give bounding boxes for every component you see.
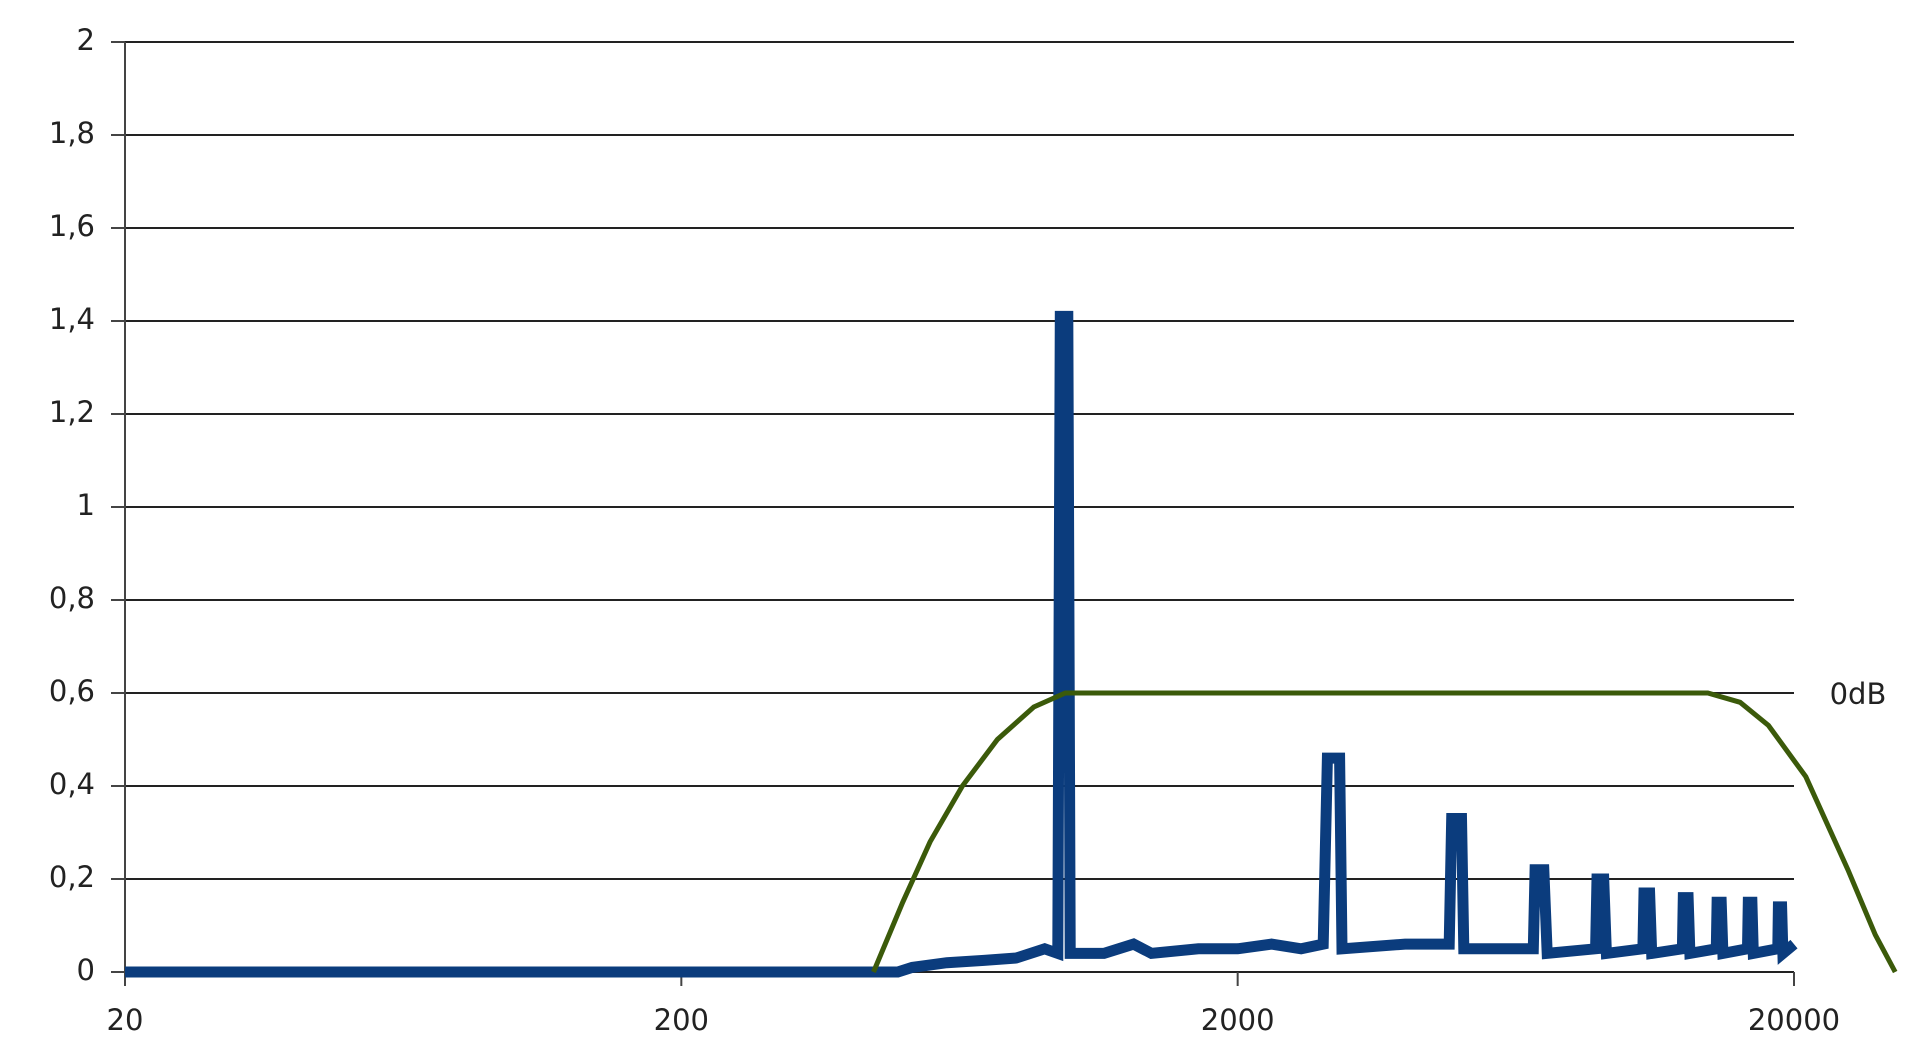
y-tick-label: 0,4	[49, 767, 95, 801]
y-tick-label: 1	[77, 488, 95, 522]
y-tick-label: 1,6	[49, 209, 95, 243]
y-tick-label: 0,6	[49, 674, 95, 708]
y-tick-label: 1,8	[49, 116, 95, 150]
y-tick-label: 1,2	[49, 395, 95, 429]
annotation: 0dB	[1830, 677, 1887, 711]
series-line	[871, 690, 1898, 974]
x-tick-label: 20000	[1748, 1003, 1840, 1037]
y-tick-label: 1,4	[49, 302, 95, 336]
x-tick-label: 2000	[1201, 1003, 1275, 1037]
y-tick-label: 0,8	[49, 581, 95, 615]
x-tick-label: 20	[107, 1003, 144, 1037]
x-tick-label: 200	[654, 1003, 709, 1037]
y-tick-label: 0	[77, 953, 95, 987]
series-line	[125, 310, 1798, 978]
y-tick-label: 2	[77, 23, 95, 57]
y-tick-label: 0,2	[49, 860, 95, 894]
